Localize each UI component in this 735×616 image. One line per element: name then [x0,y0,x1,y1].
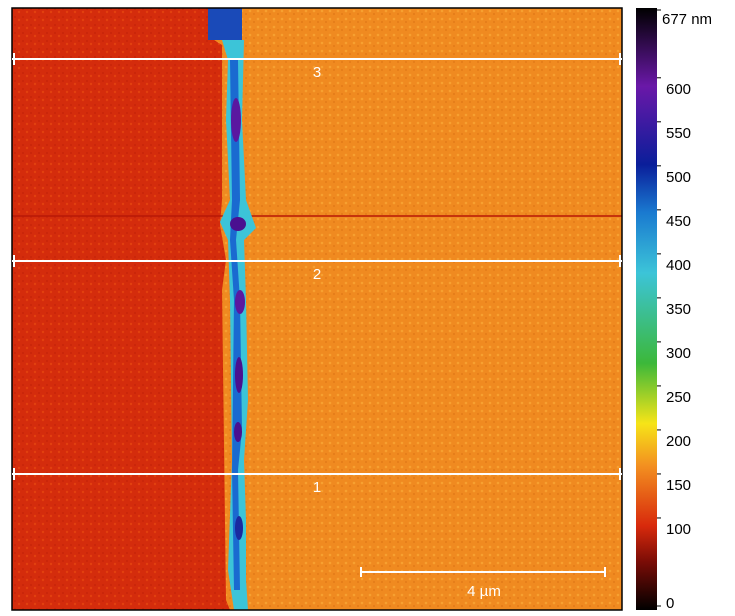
deep-spot [230,217,246,231]
image-frame [11,7,623,611]
colorbar-tick-label: 400 [666,257,691,274]
colorbar-tick-label: 500 [666,169,691,186]
substrate-left [12,8,230,610]
colorbar-tick-label: 250 [666,389,691,406]
colorbar-tick-label: 677 nm [662,11,712,28]
colorbar-tick-label: 150 [666,477,691,494]
scale-label: 4 µm [467,583,501,600]
colorbar-tick-label: 200 [666,433,691,450]
colorbar-tick-label: 300 [666,345,691,362]
deep-spot [231,98,241,142]
trench-core [230,60,242,590]
profile-lines: 3 2 1 [12,53,622,496]
deep-spot [235,516,243,540]
deep-spot [234,422,242,442]
profile-label: 2 [313,266,321,283]
colorbar-tick-label: 350 [666,301,691,318]
profile-label: 3 [313,64,321,81]
colorbar-ticks: 0 100 150 200 250 300 350 400 450 500 550 600 677 nm [657,9,712,612]
colorbar-tick-label: 450 [666,213,691,230]
colorbar [636,8,657,610]
afm-image [11,7,623,611]
colorbar-tick-label: 600 [666,81,691,98]
trench-top [208,8,242,40]
profile-label: 1 [313,479,321,496]
deep-spot [235,357,243,393]
colorbar-tick-label: 550 [666,125,691,142]
colorbar-tick-label: 100 [666,521,691,538]
colorbar-tick-label: 0 [666,595,674,612]
scale-bar: 4 µm [360,567,606,600]
deep-spot [235,290,245,314]
